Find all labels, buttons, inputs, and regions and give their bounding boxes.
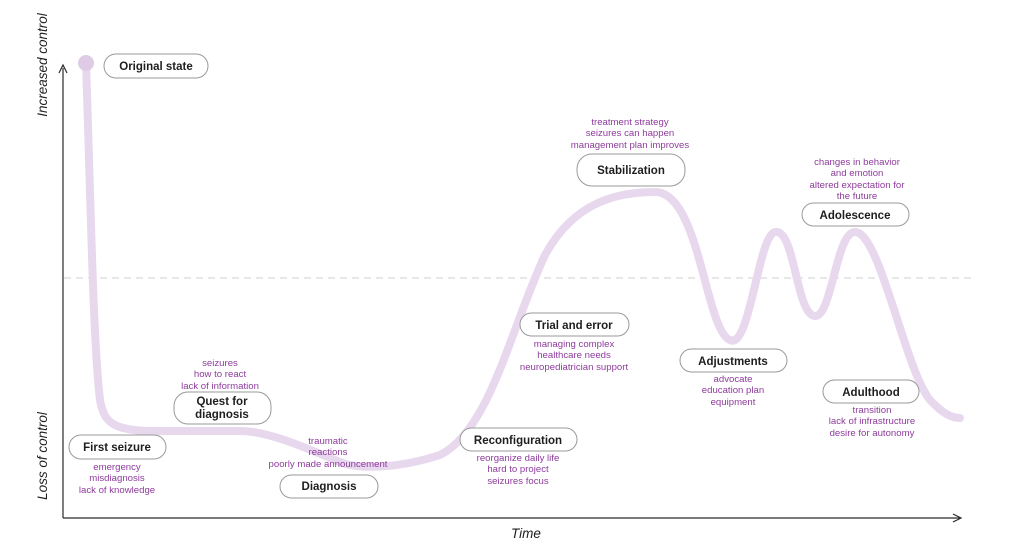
stage-box — [679, 348, 788, 373]
stage-label: Reconfiguration — [474, 435, 562, 447]
stage-box — [576, 153, 686, 187]
stage-note: lack of infrastructure — [829, 416, 915, 427]
y-axis-arrow — [58, 63, 68, 74]
stage-note: advocate — [714, 374, 753, 385]
stage-label: Adolescence — [820, 210, 891, 222]
curve-start-dot — [78, 55, 94, 71]
stage-box — [279, 474, 379, 499]
stage-label: First seizure — [83, 442, 151, 454]
stage-note: the future — [837, 191, 878, 202]
stage-box — [519, 312, 630, 337]
y-axis-top-title: Increased control — [35, 12, 50, 117]
stage-note: lack of information — [181, 381, 259, 392]
stage-first-seizure: First seizure emergency misdiagnosis lac… — [68, 434, 167, 496]
stage-label-line-2: diagnosis — [195, 409, 249, 421]
stage-note: emergency — [93, 462, 141, 473]
stage-note: education plan — [702, 385, 764, 396]
stage-note: misdiagnosis — [89, 473, 145, 484]
stage-quest-for-diagnosis: seizures how to react lack of informatio… — [173, 358, 272, 425]
stage-note: reorganize daily life — [477, 453, 560, 464]
stage-label: Adjustments — [698, 356, 768, 368]
stage-note: seizures — [202, 358, 238, 369]
stage-box — [459, 427, 578, 452]
stage-note: seizures focus — [487, 476, 549, 487]
stage-adulthood: Adulthood transition lack of infrastruct… — [822, 379, 920, 439]
stage-note: management plan improves — [571, 140, 690, 151]
stage-note: equipment — [711, 397, 756, 408]
stage-note: healthcare needs — [537, 350, 611, 361]
stage-label: Trial and error — [535, 320, 613, 332]
stage-note: how to react — [194, 369, 247, 380]
x-axis-arrow — [952, 513, 963, 523]
stage-note: desire for autonomy — [830, 428, 915, 439]
stage-box — [173, 391, 272, 425]
stage-note: transition — [853, 405, 892, 416]
stage-original-state: Original state — [103, 53, 209, 79]
stage-note: altered expectation for — [810, 180, 906, 191]
stage-note: treatment strategy — [591, 117, 669, 128]
stage-box — [68, 434, 167, 460]
stage-box — [801, 202, 910, 227]
stage-adjustments: Adjustments advocate education plan equi… — [679, 348, 788, 408]
stage-box — [103, 53, 209, 79]
stage-adolescence: changes in behavior and emotion altered … — [801, 157, 910, 227]
stage-label: Original state — [119, 61, 193, 73]
stage-note: traumatic — [308, 436, 348, 447]
stage-note: lack of knowledge — [79, 485, 155, 496]
y-axis-bottom-title: Loss of control — [35, 411, 50, 500]
stage-note: neuropediatrician support — [520, 362, 629, 373]
stage-note: managing complex — [534, 339, 615, 350]
control-curve — [82, 59, 964, 471]
stage-note: changes in behavior — [814, 157, 901, 168]
stage-label-line-1: Quest for — [196, 396, 248, 408]
x-axis-title: Time — [511, 526, 541, 541]
stage-note: reactions — [309, 447, 348, 458]
stage-note: and emotion — [831, 168, 884, 179]
stage-label: Adulthood — [842, 387, 899, 399]
stage-diagnosis: traumatic reactions poorly made announce… — [269, 436, 388, 499]
stage-trial-and-error: Trial and error managing complex healthc… — [519, 312, 630, 373]
stage-note: hard to project — [487, 464, 549, 475]
stage-note: poorly made announcement — [269, 459, 388, 470]
stage-stabilization: treatment strategy seizures can happen m… — [571, 117, 690, 187]
stage-box — [822, 379, 920, 404]
stage-note: seizures can happen — [586, 128, 675, 139]
stage-label: Diagnosis — [302, 481, 357, 493]
stage-label: Stabilization — [597, 165, 665, 177]
stage-reconfiguration: Reconfiguration reorganize daily life ha… — [459, 427, 578, 487]
